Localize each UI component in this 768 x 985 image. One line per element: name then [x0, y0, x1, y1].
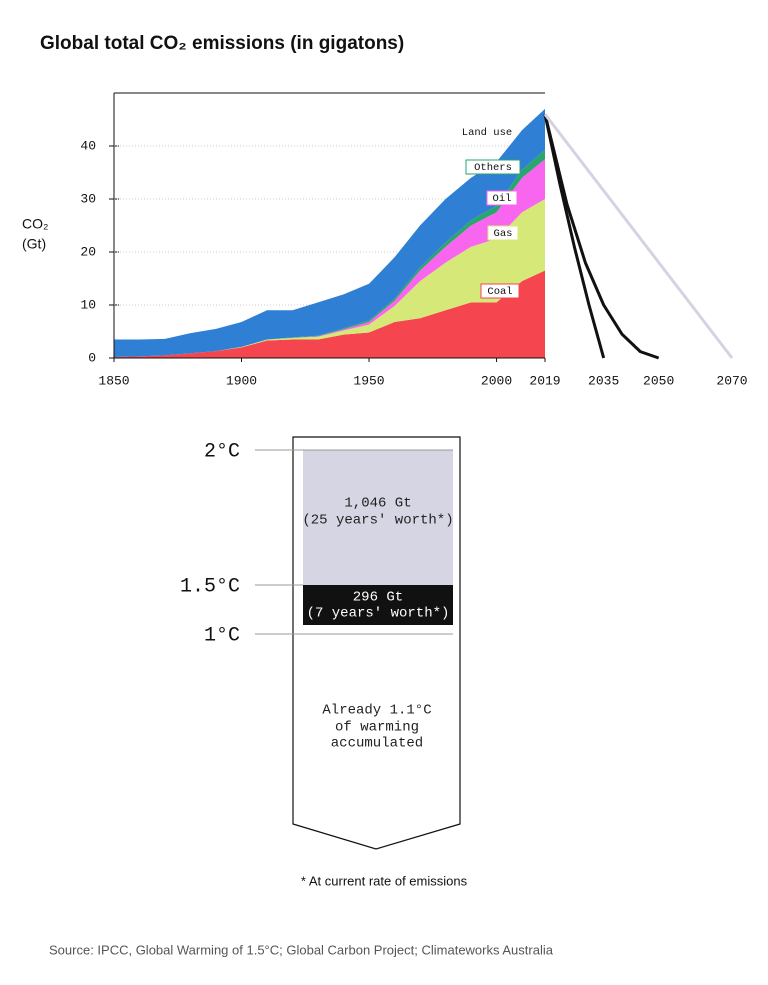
legend-label: Coal — [487, 286, 512, 298]
x-tick-label: 2000 — [481, 373, 512, 388]
block-text: (7 years' worth*) — [307, 606, 450, 622]
legend-box — [465, 159, 521, 175]
legend-label: Oil — [493, 193, 512, 205]
accumulated-text: Already 1.1°C — [322, 703, 431, 719]
y-tick-label: 20 — [80, 244, 96, 259]
x-tick-label: 2035 — [588, 373, 619, 388]
budget-block-2c — [303, 450, 453, 585]
level-label: 1°C — [204, 624, 240, 647]
footnote: * At current rate of emissions — [301, 873, 468, 888]
y-axis-label: CO₂ — [22, 216, 48, 232]
x-tick-label: 1950 — [353, 373, 384, 388]
block-text: 1,046 Gt — [344, 496, 411, 512]
accumulated-text: of warming — [335, 720, 419, 736]
y-tick-label: 10 — [80, 297, 96, 312]
legend-item: Oil — [486, 190, 518, 206]
level-label: 1.5°C — [180, 575, 240, 598]
chart-title: Global total CO₂ emissions (in gigatons) — [40, 33, 404, 54]
y-axis-label: (Gt) — [22, 236, 46, 252]
legend-box — [487, 225, 519, 241]
budget-block-15c — [303, 585, 453, 625]
area — [114, 108, 545, 357]
x-tick-label: 2050 — [643, 373, 674, 388]
projection-line — [543, 113, 734, 359]
legend-label: Land use — [462, 127, 512, 139]
x-tick-label: 1850 — [98, 373, 129, 388]
block-text: 296 Gt — [353, 590, 403, 606]
legend-label: Gas — [494, 228, 513, 240]
legend-item: Land use — [462, 127, 512, 139]
legend-item: Gas — [487, 225, 519, 241]
x-tick-label: 1900 — [226, 373, 257, 388]
source: Source: IPCC, Global Warming of 1.5°C; G… — [49, 942, 554, 957]
accumulated-text: accumulated — [331, 736, 423, 752]
level-label: 2°C — [204, 440, 240, 463]
budget-diagram: 2°C 1.5°C 1°C 1,046 Gt (25 years' worth*… — [180, 436, 461, 850]
area — [114, 199, 545, 357]
legend-label: Others — [474, 162, 512, 174]
charts: 0 10 20 30 40 1850 1900 1950 2000 2019 Coal Gas Oil O… — [80, 92, 748, 388]
x-tick-label: 2019 — [529, 373, 560, 388]
legend-item: Others — [465, 159, 521, 175]
projection-line — [543, 113, 660, 360]
legend-box — [486, 190, 518, 206]
y-tick-label: 30 — [80, 191, 96, 206]
y-tick-label: 0 — [88, 350, 96, 365]
x-tick-label: 2070 — [716, 373, 747, 388]
y-tick-label: 40 — [80, 138, 96, 153]
block-text: (25 years' worth*) — [302, 513, 453, 529]
legend-box — [480, 283, 520, 299]
legend-item: Coal — [480, 283, 520, 299]
area — [114, 270, 545, 358]
